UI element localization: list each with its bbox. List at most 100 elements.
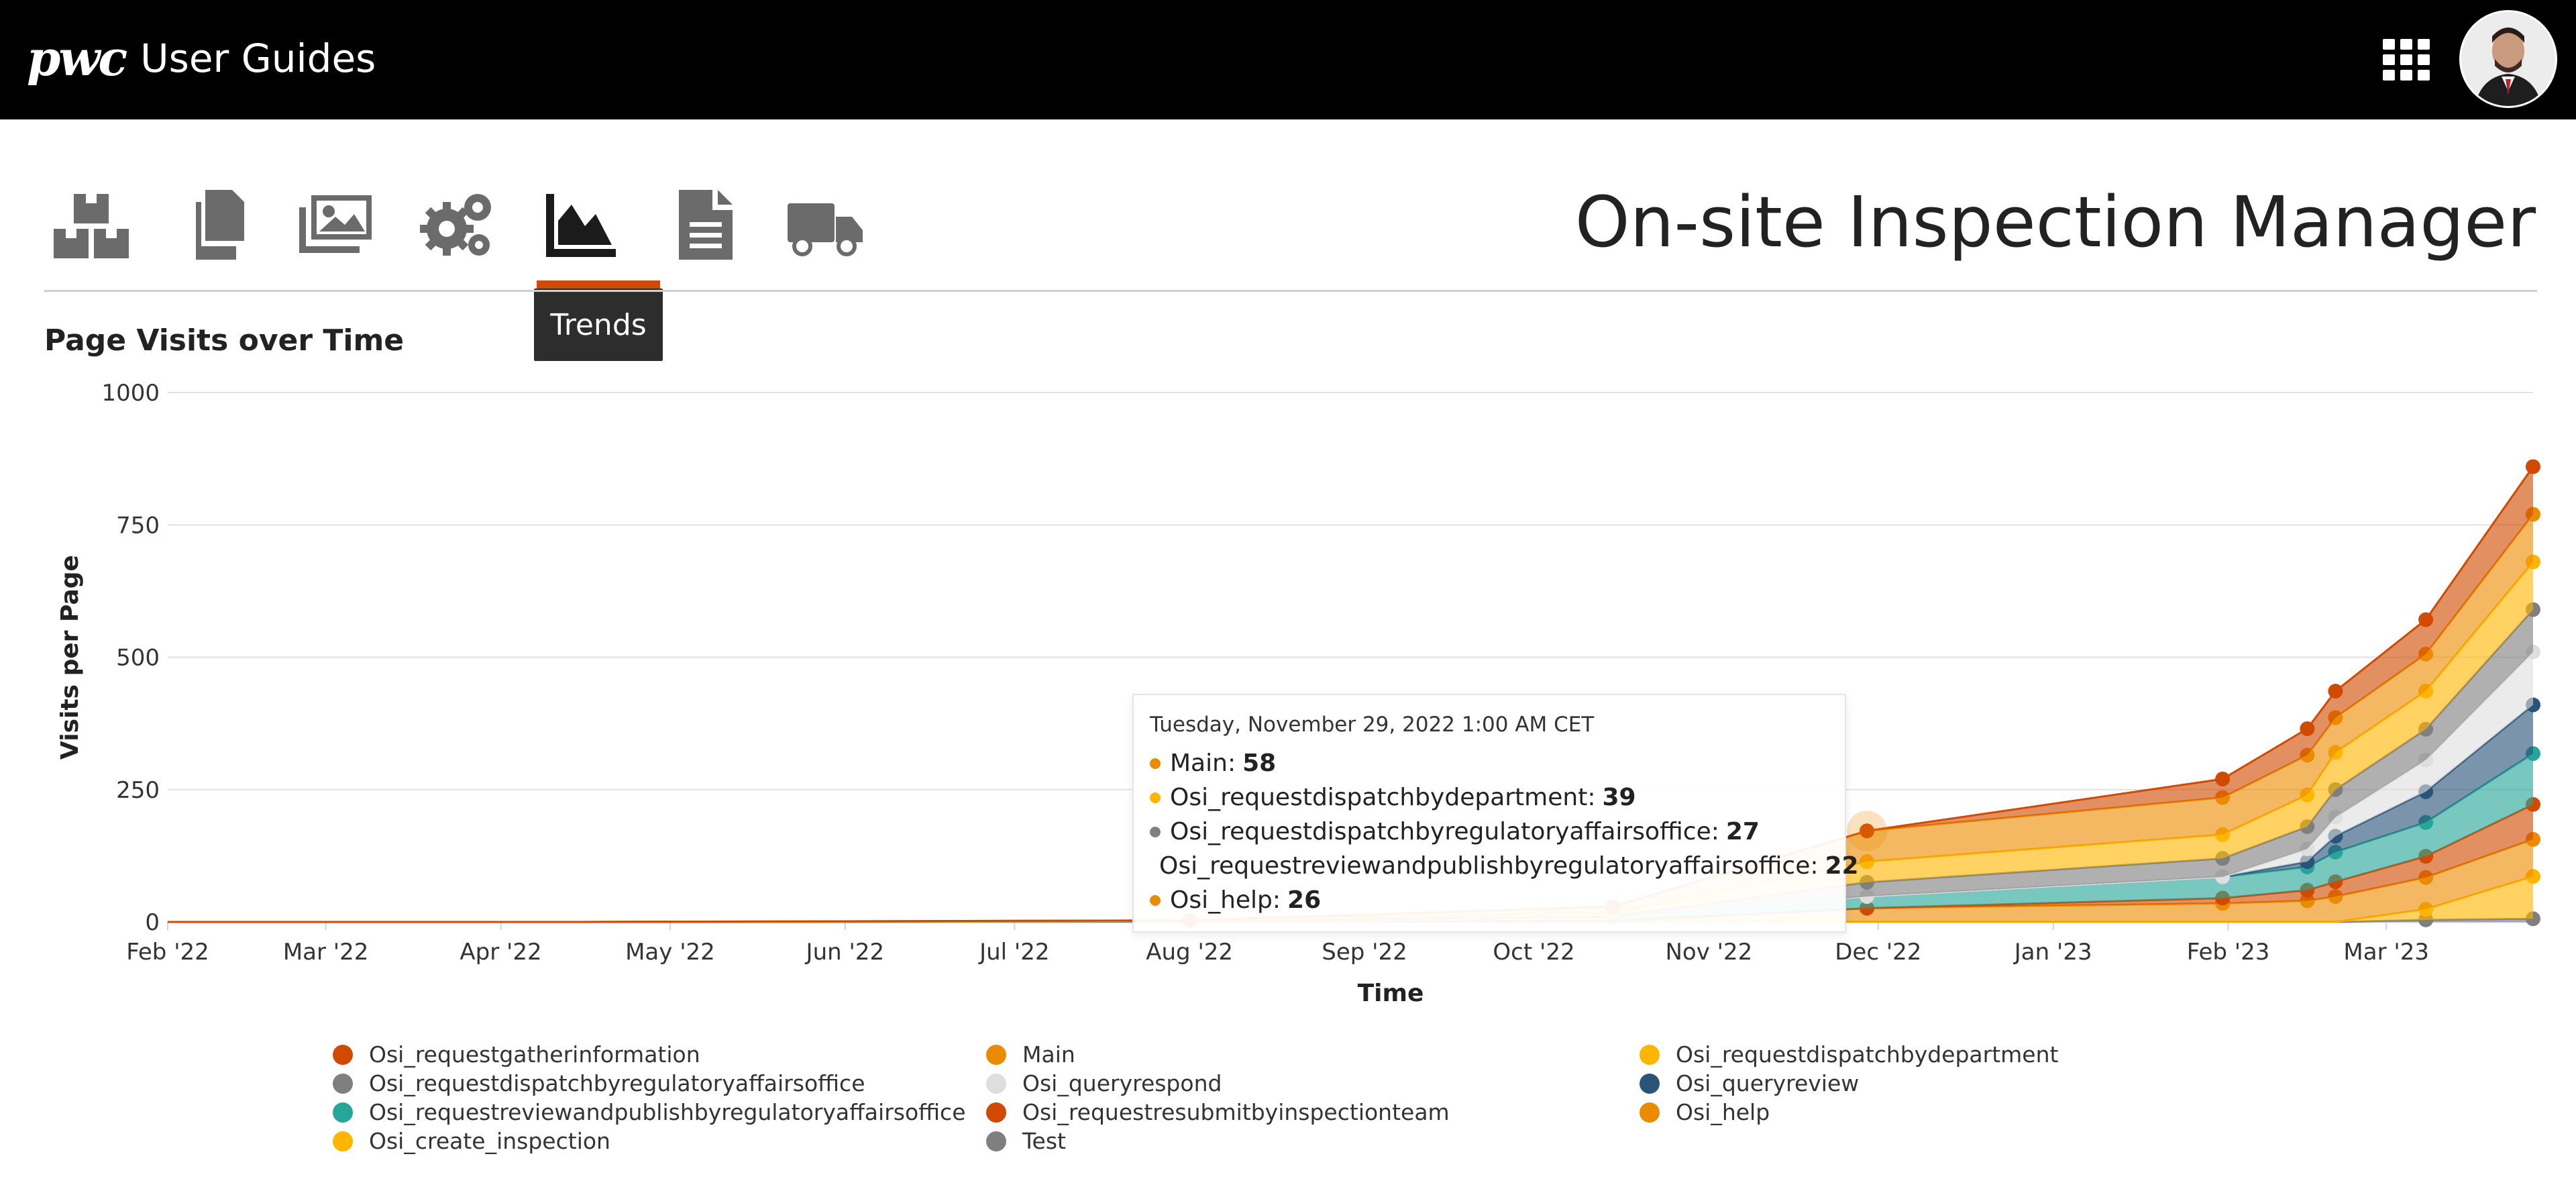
tooltip-row: Osi_requestdispatchbydepartment: 39 <box>1150 780 1829 815</box>
x-axis-title: Time <box>1358 980 1424 1007</box>
tooltip-row: Main: 58 <box>1150 746 1829 780</box>
x-tick-label: Apr '22 <box>460 939 541 966</box>
hover-halo <box>1846 811 1887 851</box>
gears-icon <box>420 194 491 256</box>
legend-item[interactable]: Osi_requestdispatchbyregulatoryaffairsof… <box>333 1070 865 1096</box>
tooltip-date: Tuesday, November 29, 2022 1:00 AM CET <box>1150 713 1595 737</box>
data-point <box>2215 771 2231 786</box>
legend-label: Osi_requestresubmitbyinspectionteam <box>1022 1099 1450 1125</box>
legend-dot <box>1640 1102 1660 1123</box>
brand[interactable]: pwc User Guides <box>27 30 376 87</box>
tooltip-row: Osi_help: 26 <box>1150 883 1829 917</box>
legend-item[interactable]: Osi_queryrespond <box>986 1070 1222 1096</box>
area-series-osi_help <box>168 839 2533 922</box>
data-point <box>2418 612 2434 627</box>
legend-dot <box>986 1102 1006 1123</box>
tooltip-series-label: Osi_requestreviewandpublishbyregulatorya… <box>1159 852 1819 880</box>
active-tab-indicator <box>537 280 660 289</box>
legend-dot <box>1640 1044 1660 1065</box>
tooltip-series-label: Osi_requestdispatchbydepartment: <box>1170 784 1596 811</box>
images-icon <box>299 195 372 253</box>
y-tick-label: 750 <box>116 512 160 539</box>
data-point <box>2526 459 2540 474</box>
legend-label: Main <box>1022 1041 1075 1068</box>
legend-dot <box>333 1131 353 1151</box>
legend-item[interactable]: Main <box>986 1041 1075 1068</box>
tooltip-series-label: Osi_help: <box>1170 886 1281 914</box>
x-tick-label: Sep '22 <box>1322 939 1407 966</box>
legend-item[interactable]: Osi_requestresubmitbyinspectionteam <box>986 1099 1450 1125</box>
area-chart[interactable]: 0 250 500 750 1000 Feb '22 Mar '22 Apr '22 May '… <box>0 362 2576 1020</box>
x-tick-label: Mar '23 <box>2343 939 2429 966</box>
x-tick-label: Jul '22 <box>978 939 1049 966</box>
y-tick-label: 250 <box>116 777 160 804</box>
legend-label: Osi_requestreviewandpublishbyregulatorya… <box>369 1099 966 1125</box>
tooltip-series-value: 58 <box>1242 750 1277 777</box>
truck-icon <box>788 203 863 256</box>
pwc-logo: pwc <box>27 30 127 87</box>
x-tick-label: Jun '22 <box>805 939 885 966</box>
tooltip-series-label: Osi_requestdispatchbyregulatoryaffairsof… <box>1170 818 1719 845</box>
data-point <box>2300 721 2315 737</box>
y-tick-label: 1000 <box>101 380 160 407</box>
x-tick-label: Oct '22 <box>1493 939 1574 966</box>
legend-label: Osi_help <box>1676 1099 1770 1125</box>
tooltip-series-label: Main: <box>1170 750 1236 777</box>
file-text-icon <box>679 190 733 260</box>
y-tick-label: 500 <box>116 645 160 672</box>
legend-item[interactable]: Test <box>986 1128 1066 1154</box>
avatar-icon <box>2461 12 2555 106</box>
toolbar-settings-button[interactable] <box>411 181 504 268</box>
header-divider <box>44 290 2537 292</box>
y-axis-title: Visits per Page <box>56 555 84 760</box>
page-title: On-site Inspection Manager <box>1574 181 2536 263</box>
data-point <box>2328 683 2343 699</box>
legend-dot <box>333 1073 353 1094</box>
tooltip-series-value: 39 <box>1602 784 1636 811</box>
tooltip-series-value: 27 <box>1725 818 1760 845</box>
grid-icon <box>2383 39 2430 81</box>
data-point <box>1859 823 1874 839</box>
toolbar-delivery-button[interactable] <box>778 181 872 268</box>
legend-label: Osi_requestgatherinformation <box>369 1041 700 1068</box>
x-tick-label: Mar '22 <box>283 939 369 966</box>
tooltip-series-dot <box>1150 894 1161 906</box>
toolbar-images-button[interactable] <box>288 181 382 268</box>
apps-grid-button[interactable] <box>2383 39 2430 81</box>
tooltip-series-dot <box>1150 792 1161 803</box>
legend-item[interactable]: Osi_requestdispatchbydepartment <box>1640 1041 2058 1068</box>
legend-item[interactable]: Osi_requestreviewandpublishbyregulatorya… <box>333 1099 966 1125</box>
tooltip-row: Osi_requestreviewandpublishbyregulatorya… <box>1150 849 1859 883</box>
user-avatar[interactable] <box>2459 10 2557 108</box>
tooltip-series-dot <box>1150 826 1161 837</box>
legend-item[interactable]: Osi_create_inspection <box>333 1128 610 1154</box>
toolbar-packages-button[interactable] <box>44 181 138 268</box>
legend-label: Test <box>1022 1128 1066 1154</box>
x-tick-label: Dec '22 <box>1835 939 1921 966</box>
legend-label: Osi_requestdispatchbydepartment <box>1676 1041 2059 1068</box>
legend-item[interactable]: Osi_queryreview <box>1640 1070 1859 1096</box>
legend-dot <box>333 1044 353 1065</box>
x-tick-label: Feb '22 <box>126 939 209 966</box>
chart-legend: Osi_requestgatherinformation Main Osi_requ… <box>333 1041 2479 1182</box>
app-suite-title: User Guides <box>140 35 376 81</box>
boxes-icon <box>54 194 129 258</box>
copy-icon <box>196 190 244 260</box>
x-tick-label: Jan '23 <box>2013 939 2092 966</box>
top-bar: pwc User Guides <box>0 0 2576 119</box>
x-tick-label: Feb '23 <box>2187 939 2270 966</box>
legend-label: Osi_queryreview <box>1676 1070 1860 1096</box>
toolbar-report-button[interactable] <box>656 181 750 268</box>
x-tick-label: Aug '22 <box>1146 939 1233 966</box>
legend-dot <box>986 1044 1006 1065</box>
toolbar-tooltip: Trends <box>534 289 663 361</box>
legend-item[interactable]: Osi_requestgatherinformation <box>333 1041 700 1068</box>
y-tick-label: 0 <box>145 909 160 936</box>
toolbar-documents-button[interactable] <box>166 181 260 268</box>
legend-dot <box>986 1131 1006 1151</box>
legend-dot <box>333 1102 353 1123</box>
tooltip-row: Osi_requestdispatchbyregulatoryaffairsof… <box>1150 815 1829 849</box>
legend-item[interactable]: Osi_help <box>1640 1099 1770 1125</box>
tooltip-series-dot <box>1150 758 1161 769</box>
toolbar-trends-button[interactable] <box>534 181 628 268</box>
